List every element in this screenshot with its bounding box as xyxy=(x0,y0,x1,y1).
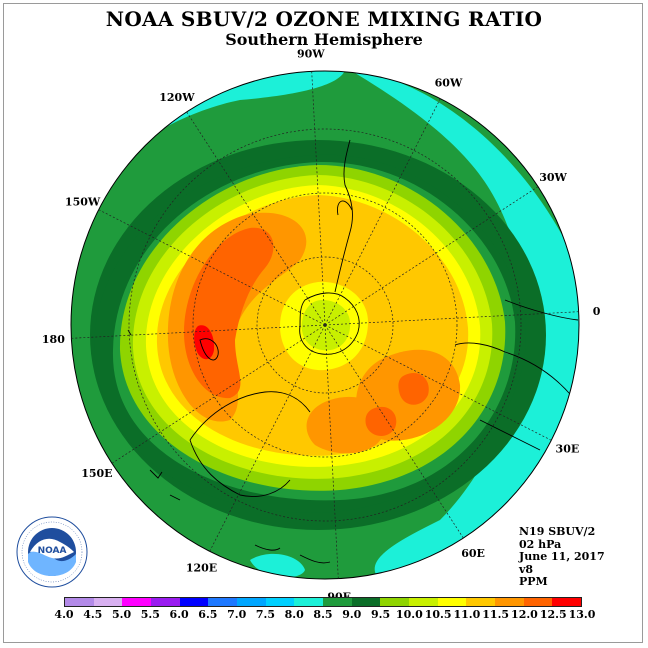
colorbar-swatch xyxy=(179,598,209,606)
colorbar-tick-label: 6.0 xyxy=(169,608,189,621)
colorbar-swatch xyxy=(409,598,438,606)
colorbar-swatch xyxy=(323,598,352,606)
satellite-label: N19 SBUV/2 xyxy=(519,525,596,538)
colorbar-tick-label: 4.5 xyxy=(83,608,103,621)
version-label: v8 xyxy=(519,562,534,576)
colorbar-swatch xyxy=(93,598,123,606)
colorbar-swatch xyxy=(294,598,324,606)
colorbar-tick-label: 9.0 xyxy=(342,608,362,621)
colorbar-swatch xyxy=(466,598,496,606)
colorbar-swatch xyxy=(523,598,553,606)
longitude-label: 60E xyxy=(461,547,485,560)
colorbar-tick-label: 8.5 xyxy=(313,608,333,621)
longitude-labels: 030E60E90E120E150E180150W120W90W60W30W xyxy=(42,47,601,603)
ozone-field xyxy=(71,71,579,579)
colorbar-swatch xyxy=(495,598,524,606)
colorbar-swatch xyxy=(122,598,152,606)
noaa-logo: NOAA xyxy=(16,516,88,588)
colorbar-swatch xyxy=(552,598,582,606)
band-11.5-east-a xyxy=(398,372,429,405)
colorbar-swatch xyxy=(351,598,381,606)
colorbar-swatch xyxy=(380,598,410,606)
colorbar-swatch xyxy=(151,598,180,606)
units-label: PPM xyxy=(519,575,548,589)
colorbar-tick-label: 7.0 xyxy=(227,608,247,621)
colorbar-tick-label: 13.0 xyxy=(568,608,596,621)
longitude-label: 60W xyxy=(435,77,463,90)
colorbar-tick-label: 10.0 xyxy=(395,608,423,621)
longitude-label: 120E xyxy=(186,561,217,574)
date-label: June 11, 2017 xyxy=(519,550,605,564)
colorbar-tick-label: 5.0 xyxy=(111,608,132,621)
colorbar xyxy=(64,597,582,607)
graticule xyxy=(128,128,522,522)
coastlines xyxy=(127,139,579,564)
longitude-label: 0 xyxy=(593,305,601,318)
info-block: N19 SBUV/2 02 hPa June 11, 2017 v8 PPM xyxy=(519,525,605,589)
longitude-label: 180 xyxy=(42,333,65,346)
colorbar-swatch xyxy=(65,598,94,606)
colorbar-swatch xyxy=(265,598,295,606)
longitude-label: 120W xyxy=(159,91,195,104)
colorbar-tick-label: 7.5 xyxy=(255,608,276,621)
colorbar-tick-label: 11.0 xyxy=(453,608,481,621)
colorbar-tick-label: 9.5 xyxy=(370,608,391,621)
colorbar-tick-label: 6.5 xyxy=(198,608,218,621)
colorbar-tick-label: 5.5 xyxy=(140,608,160,621)
map-boundary xyxy=(70,70,580,580)
longitude-label: 30W xyxy=(539,171,567,184)
colorbar-tick-label: 4.0 xyxy=(54,608,74,621)
map-subtitle: Southern Hemisphere xyxy=(225,30,423,49)
colorbar-tick-label: 8.0 xyxy=(284,608,304,621)
colorbar-swatch xyxy=(208,598,238,606)
band-11.5-east-b xyxy=(365,406,397,436)
longitude-label: 90W xyxy=(297,47,325,60)
logo-text: NOAA xyxy=(38,546,67,556)
colorbar-swatch xyxy=(237,598,266,606)
colorbar-tick-label: 12.5 xyxy=(539,608,567,621)
pressure-label: 02 hPa xyxy=(519,537,562,551)
longitude-label: 150W xyxy=(65,196,101,209)
colorbar-tick-label: 11.5 xyxy=(482,608,510,621)
cyan-patch-east xyxy=(350,71,579,579)
colorbar-tick-label: 12.0 xyxy=(511,608,538,621)
band-12.0-max xyxy=(194,325,215,360)
longitude-label: 30E xyxy=(556,443,580,456)
longitude-label: 150E xyxy=(81,467,112,480)
map-title: NOAA SBUV/2 OZONE MIXING RATIO xyxy=(105,7,543,31)
colorbar-swatch xyxy=(437,598,467,606)
colorbar-tick-label: 10.5 xyxy=(424,608,452,621)
